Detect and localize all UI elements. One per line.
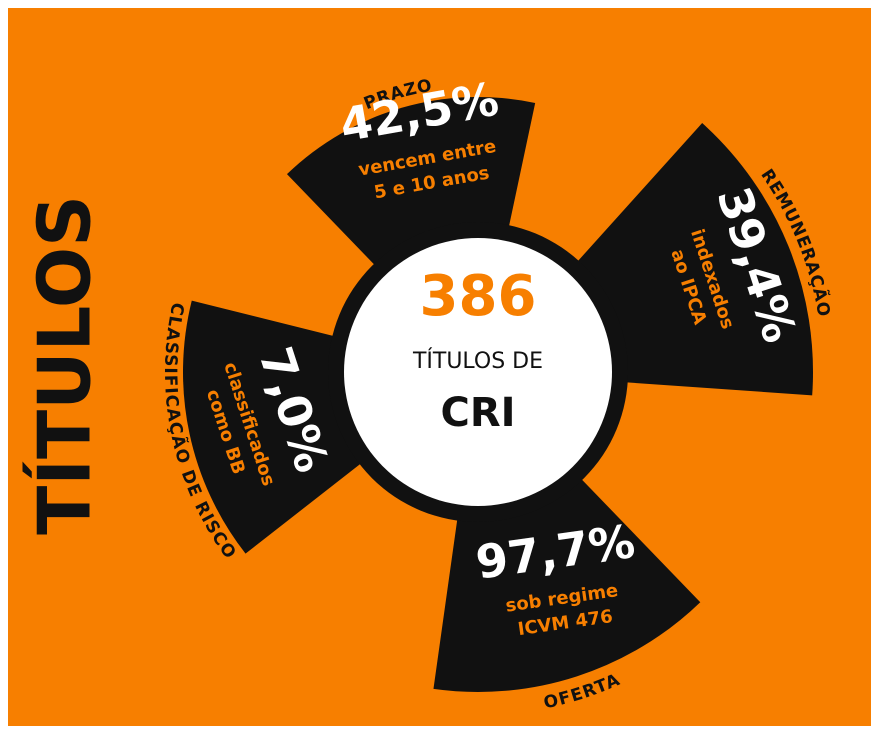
center-line: TÍTULOS DE <box>412 348 543 374</box>
center-number: 386 <box>420 264 537 329</box>
title: TÍTULOS <box>23 195 107 535</box>
center-line: CRI <box>440 390 515 436</box>
center-circle <box>344 238 612 506</box>
